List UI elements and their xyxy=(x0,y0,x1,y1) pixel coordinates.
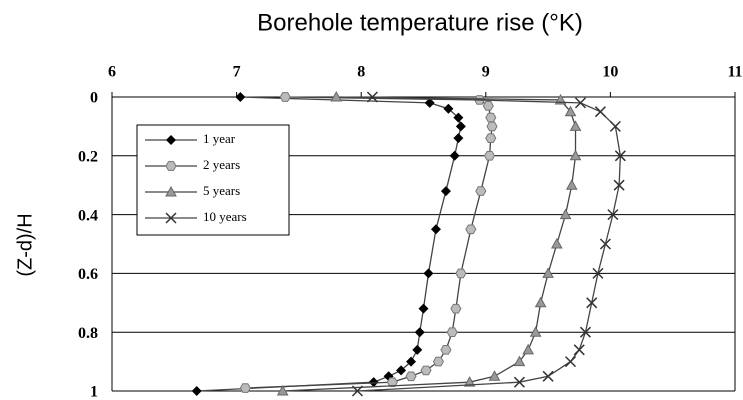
marker xyxy=(455,268,467,279)
marker xyxy=(542,370,554,382)
legend-label: 2 years xyxy=(203,157,240,172)
marker xyxy=(486,121,498,132)
series-line xyxy=(282,96,577,392)
marker xyxy=(463,376,476,387)
y-tick-label: 0.8 xyxy=(78,325,98,342)
marker xyxy=(579,326,592,338)
marker xyxy=(529,326,542,337)
marker xyxy=(550,237,563,249)
chart-title: Borehole temperature rise (°K) xyxy=(257,9,583,36)
marker xyxy=(279,92,291,102)
marker xyxy=(483,150,496,161)
marker xyxy=(513,376,525,388)
marker xyxy=(414,327,425,338)
marker xyxy=(569,149,582,161)
marker xyxy=(522,343,535,355)
marker xyxy=(191,386,202,396)
marker xyxy=(613,179,625,191)
x-tick-label: 8 xyxy=(357,64,365,81)
marker xyxy=(564,105,577,117)
marker xyxy=(440,186,451,197)
y-tick-label: 0.2 xyxy=(78,148,98,165)
y-tick-label: 0.4 xyxy=(78,207,98,224)
marker xyxy=(430,224,441,235)
marker xyxy=(453,133,464,144)
x-tick-label: 11 xyxy=(727,64,742,81)
y-tick-label: 0.6 xyxy=(78,266,98,283)
marker xyxy=(405,371,417,382)
marker xyxy=(239,383,251,393)
marker xyxy=(351,385,363,397)
marker xyxy=(432,356,445,367)
marker xyxy=(465,224,477,235)
marker xyxy=(542,267,554,278)
legend-marker xyxy=(165,161,177,171)
marker xyxy=(607,209,619,221)
x-tick-label: 6 xyxy=(108,64,116,81)
marker xyxy=(235,92,246,102)
marker xyxy=(396,365,407,376)
marker xyxy=(475,186,487,196)
marker xyxy=(423,268,434,279)
marker xyxy=(366,91,378,103)
legend-marker xyxy=(166,135,176,145)
marker xyxy=(565,179,578,190)
marker xyxy=(276,384,289,396)
marker xyxy=(446,327,458,338)
y-axis-label: (Z-d)/H xyxy=(14,213,36,276)
marker xyxy=(599,238,611,250)
marker xyxy=(450,303,462,314)
series-line xyxy=(357,96,622,392)
marker xyxy=(485,133,497,143)
marker xyxy=(513,355,526,367)
marker xyxy=(609,120,621,132)
legend-marker xyxy=(165,185,177,197)
marker xyxy=(453,112,464,123)
legend-marker xyxy=(165,212,177,224)
marker xyxy=(440,345,452,355)
y-tick-label: 1 xyxy=(90,384,98,400)
marker xyxy=(534,296,547,308)
x-tick-label: 9 xyxy=(482,64,490,81)
marker xyxy=(569,120,582,131)
marker xyxy=(330,90,343,102)
marker xyxy=(418,303,429,314)
x-tick-label: 7 xyxy=(233,64,241,81)
marker xyxy=(420,365,432,376)
marker xyxy=(594,106,606,118)
marker xyxy=(564,356,577,368)
marker xyxy=(592,267,604,279)
marker xyxy=(406,356,417,367)
marker xyxy=(573,344,585,356)
legend-label: 1 year xyxy=(203,131,236,146)
marker xyxy=(412,344,423,355)
x-tick-label: 10 xyxy=(602,64,618,81)
legend-label: 5 years xyxy=(203,183,240,198)
marker xyxy=(482,100,494,111)
marker xyxy=(455,121,466,132)
legend-label: 10 years xyxy=(203,209,247,224)
marker xyxy=(559,208,572,220)
marker xyxy=(614,150,626,162)
marker xyxy=(424,97,435,108)
marker xyxy=(449,150,460,161)
marker xyxy=(586,297,598,309)
y-tick-label: 0 xyxy=(90,90,98,107)
legend-box xyxy=(136,124,290,236)
marker xyxy=(485,112,497,123)
marker xyxy=(368,377,379,388)
marker xyxy=(574,97,587,109)
marker xyxy=(488,370,501,381)
marker xyxy=(443,103,454,114)
marker xyxy=(386,377,398,388)
